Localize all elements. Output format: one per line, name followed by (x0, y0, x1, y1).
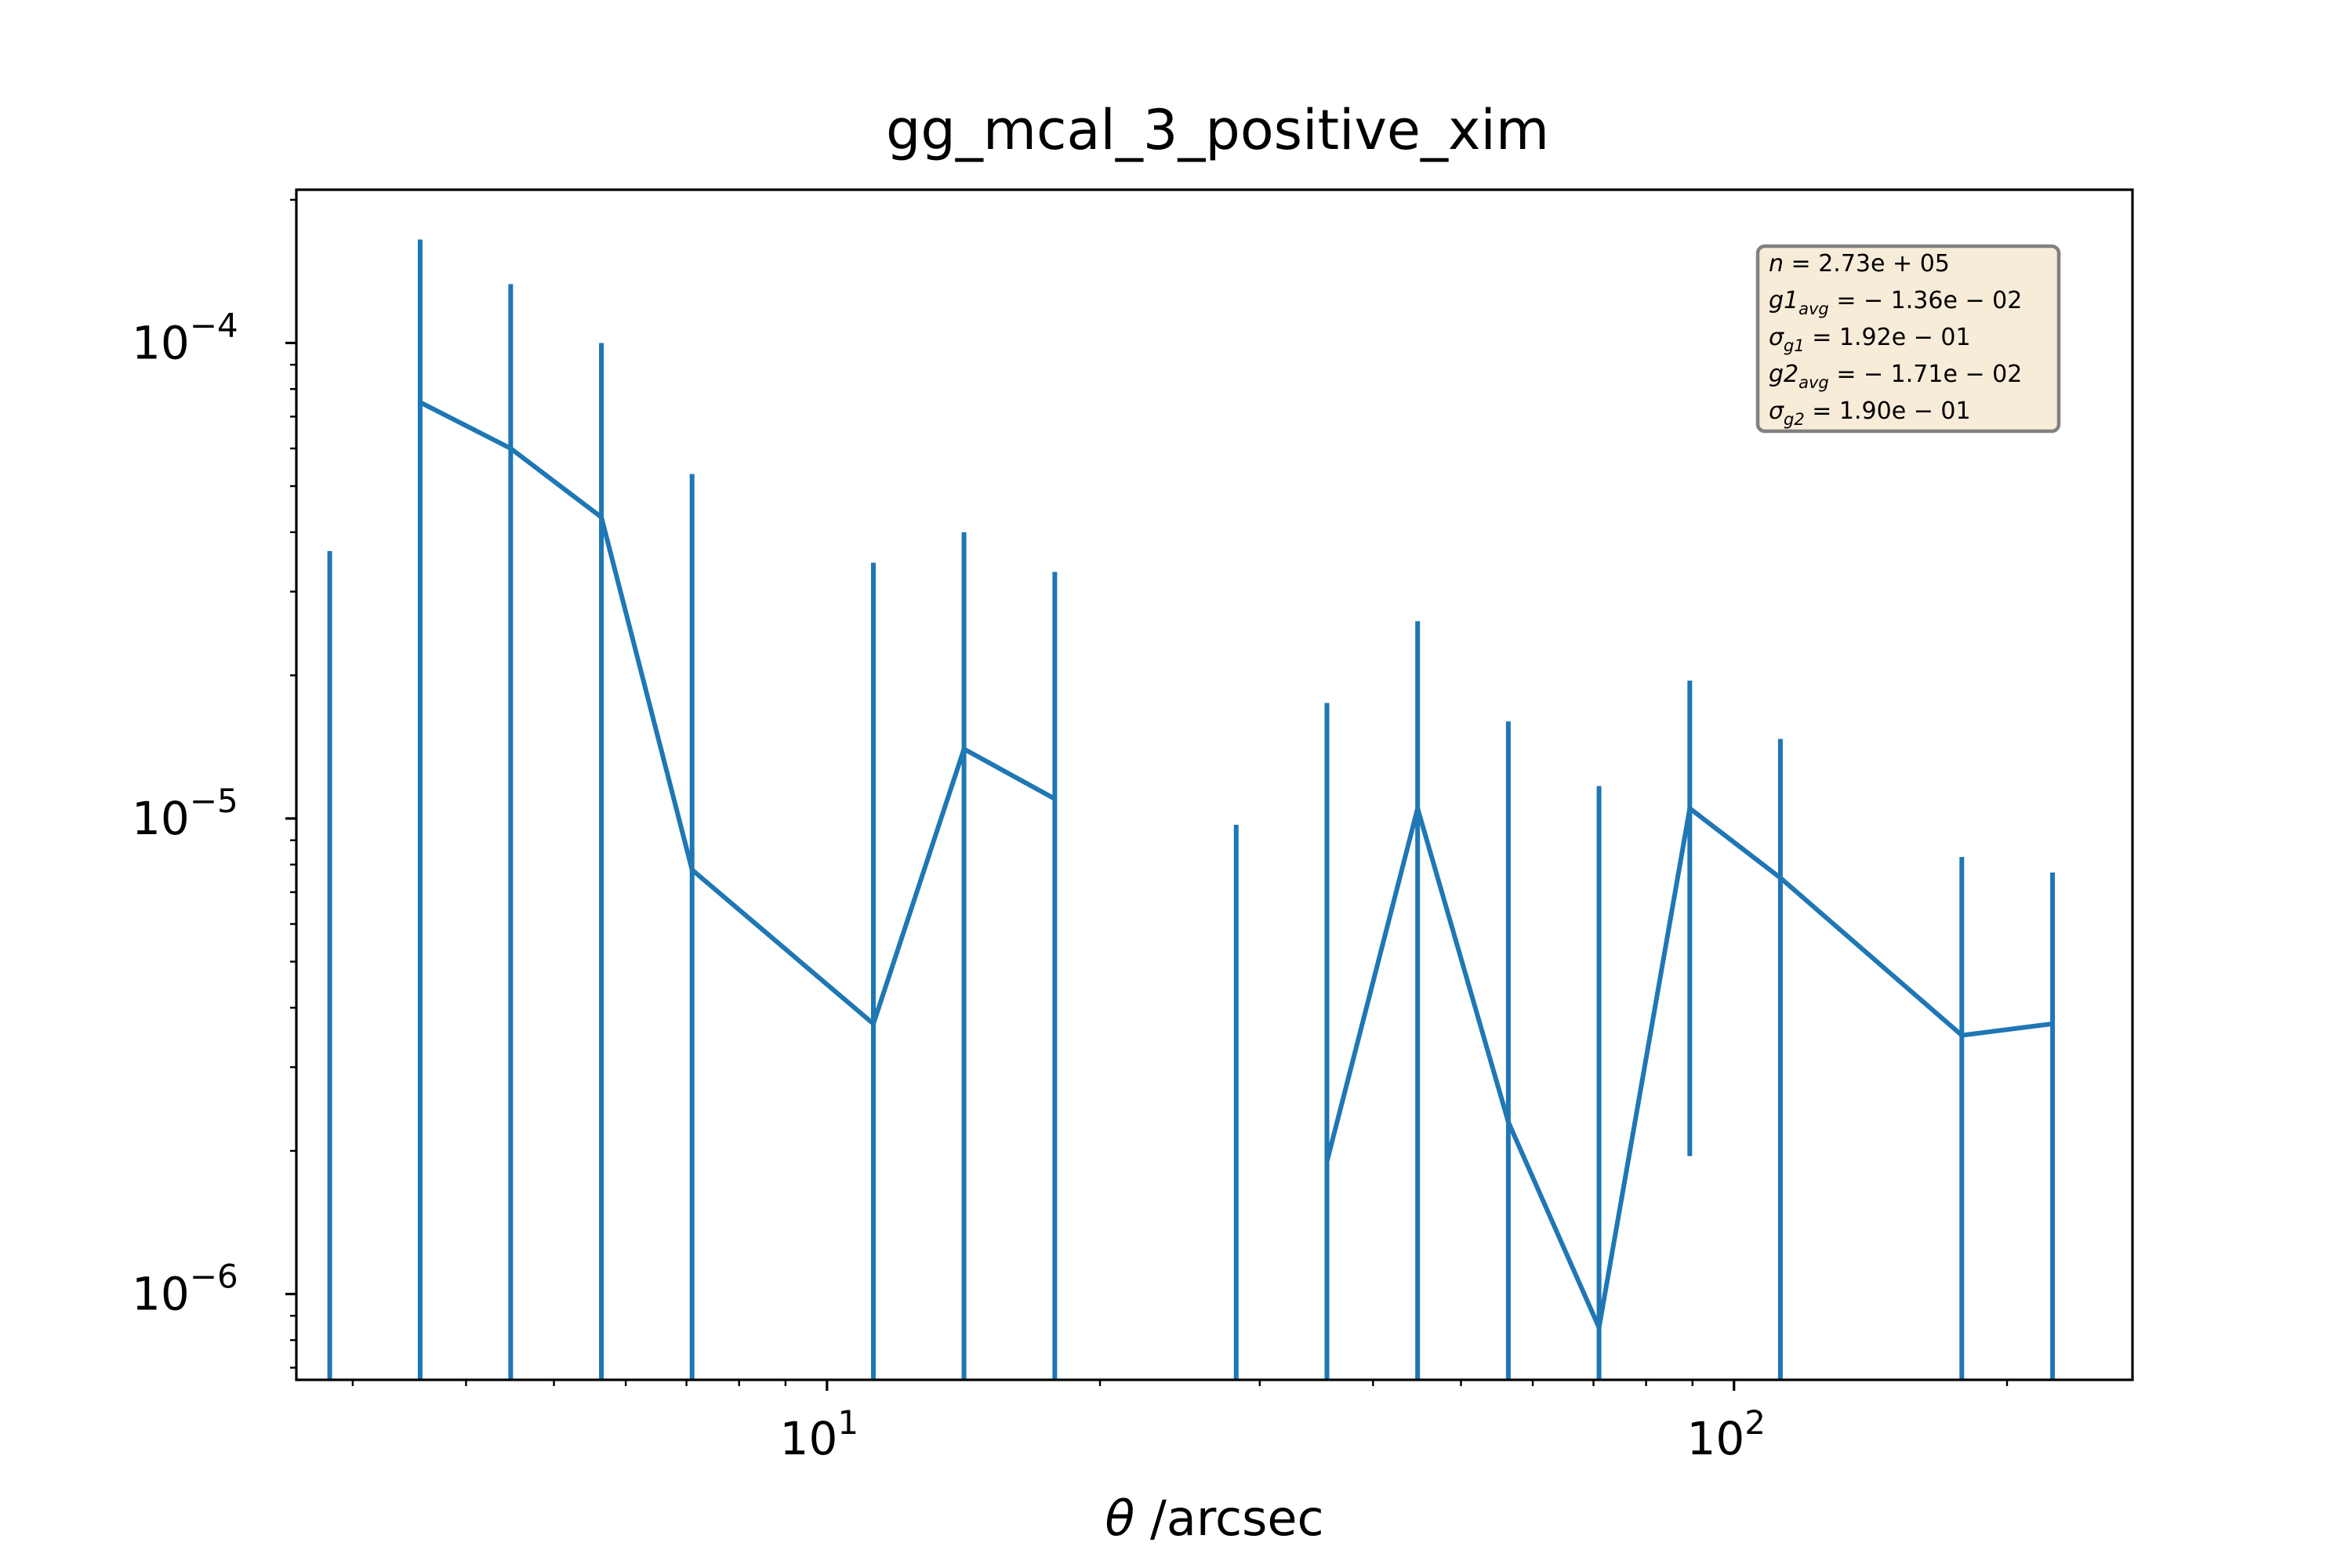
x-axis-label-symbol: θ (1105, 1490, 1134, 1547)
series-line-segment-13 (1596, 808, 1693, 1328)
x-tick-label-exponent: 1 (837, 1403, 858, 1442)
stats-line-3: σg1 = 1.92e − 01 (1769, 324, 1971, 355)
x-tick-label-base: 10 (780, 1412, 838, 1465)
x-axis: 101 102 (351, 1380, 2009, 1465)
y-tick-label-exponent: −4 (190, 306, 238, 344)
plot-marks (327, 239, 2056, 1380)
stats-box-background (1755, 244, 2061, 434)
series-line-segment-2 (419, 400, 512, 451)
y-tick-label-exponent: −5 (190, 782, 238, 820)
y-tick-label-exponent: −6 (190, 1258, 238, 1296)
series-line-segment-5 (690, 868, 875, 1026)
series-line-segment-7 (963, 746, 1056, 801)
y-axis: 10−410−510−6 (132, 198, 296, 1369)
chart-title: gg_mcal_3_positive_xim (886, 98, 1549, 162)
y-tick-label-2: 10−5 (132, 782, 238, 845)
y-tick-label-3: 10−6 (132, 1258, 238, 1321)
stats-value: = − 1.71e − 02 (1829, 361, 2023, 388)
stats-subscript: avg (1798, 299, 1829, 318)
stats-symbol: g2 (1769, 361, 1798, 388)
stats-subscript: g2 (1784, 410, 1805, 429)
stats-line-2: g1avg = − 1.36e − 02 (1769, 287, 2022, 318)
stats-value: = 1.92e − 01 (1805, 324, 1971, 351)
stats-value: = 1.90e − 01 (1805, 397, 1971, 425)
x-tick-label-2: 102 (1686, 1403, 1766, 1465)
y-tick-label-base: 10 (132, 316, 190, 369)
x-tick-label-base: 10 (1686, 1412, 1744, 1465)
y-tick-label-base: 10 (132, 792, 190, 845)
y-tick-label-1: 10−4 (132, 306, 238, 369)
x-axis-label-unit: /arcsec (1134, 1490, 1323, 1547)
stats-line-4: g2avg = − 1.71e − 02 (1769, 361, 2022, 392)
x-tick-label-exponent: 2 (1744, 1403, 1766, 1442)
series-line-segment-4 (599, 517, 695, 871)
series-line-segment-11 (1415, 808, 1511, 1123)
series-line-segment-12 (1506, 1120, 1602, 1329)
x-tick-label-1: 101 (780, 1403, 859, 1465)
series-line-segment-16 (1961, 1021, 2053, 1038)
series-line-segment-15 (1778, 876, 1964, 1037)
stats-value: = − 1.36e − 02 (1829, 287, 2023, 314)
stats-line-5: σg2 = 1.90e − 01 (1769, 397, 1971, 429)
series-line-segment-3 (509, 446, 603, 520)
stats-line-1: n = 2.73e + 05 (1769, 250, 1950, 278)
stats-subscript: avg (1798, 373, 1829, 392)
stats-subscript: g1 (1784, 336, 1805, 355)
stats-symbol: g1 (1769, 287, 1798, 314)
x-axis-label: θ /arcsec (1105, 1490, 1323, 1547)
stats-symbol: σ (1769, 324, 1784, 351)
series-line-segment-6 (871, 748, 967, 1025)
series-line-segment-14 (1688, 806, 1782, 880)
stats-symbol: n (1769, 250, 1784, 278)
series-line-segment-10 (1324, 808, 1421, 1163)
stats-symbol: σ (1769, 397, 1784, 425)
plot-frame (295, 188, 2134, 1381)
y-tick-label-base: 10 (132, 1268, 190, 1321)
stats-value: = 2.73e + 05 (1784, 250, 1950, 278)
